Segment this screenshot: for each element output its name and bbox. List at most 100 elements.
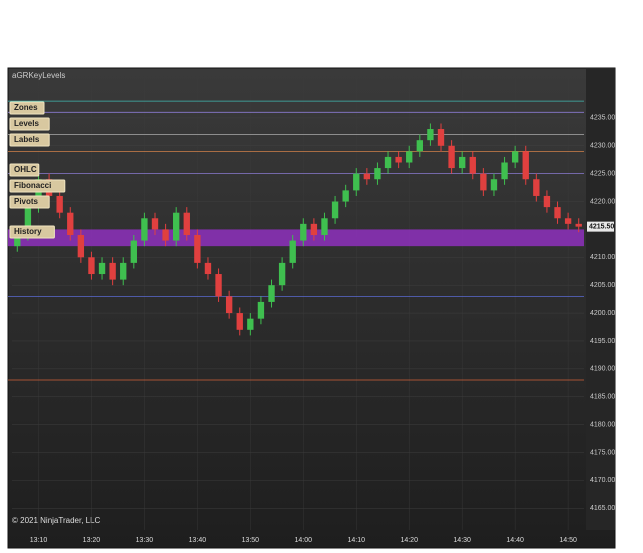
button-face[interactable] — [9, 117, 50, 131]
candle-body — [24, 207, 32, 235]
x-tick-label: 13:20 — [83, 537, 101, 544]
candle-body — [289, 240, 296, 263]
candle-body — [469, 156, 476, 174]
candle-body — [236, 313, 243, 330]
candle-body — [459, 156, 466, 169]
button-label[interactable]: History — [14, 227, 42, 236]
candle-body — [204, 262, 212, 275]
candle-body — [395, 156, 402, 163]
candle-body — [416, 140, 423, 152]
candle-body — [501, 162, 508, 180]
y-tick-label: 4185.00 — [590, 394, 615, 401]
candle-body — [480, 173, 487, 191]
candle-body — [77, 235, 85, 258]
toolbar-button[interactable]: Zones — [9, 101, 45, 115]
button-label[interactable]: Zones — [14, 103, 38, 112]
candle-body — [215, 274, 222, 297]
candle-body — [342, 190, 349, 202]
x-tick-label: 14:50 — [559, 537, 577, 544]
x-tick-label: 13:30 — [136, 537, 154, 544]
button-label[interactable]: Levels — [14, 119, 39, 128]
toolbar-button[interactable]: Pivots — [9, 195, 50, 209]
y-tick-label: 4170.00 — [590, 477, 615, 484]
candle-body — [247, 318, 254, 330]
candle-body — [278, 262, 286, 286]
toolbar-button[interactable]: Labels — [9, 133, 50, 147]
button-label[interactable]: Fibonacci — [14, 181, 51, 190]
candle-body — [14, 235, 21, 247]
y-tick-label: 4195.00 — [590, 338, 615, 345]
candle-body — [88, 257, 95, 275]
candle-body — [130, 240, 137, 263]
y-tick-label: 4190.00 — [590, 366, 615, 373]
y-tick-label: 4235.00 — [590, 115, 615, 122]
y-tick-label: 4210.00 — [590, 254, 615, 261]
candle-body — [575, 223, 582, 227]
panel — [7, 67, 616, 549]
candle-body — [331, 201, 339, 219]
copyright: © 2021 NinjaTrader, LLC — [12, 516, 101, 525]
toolbar-button[interactable]: Levels — [9, 117, 50, 131]
candle-body — [56, 195, 63, 213]
candle-body — [120, 262, 127, 280]
button-label[interactable]: Pivots — [14, 197, 39, 206]
candle-body — [533, 179, 540, 196]
candle-body — [427, 129, 434, 141]
candle-body — [406, 151, 413, 163]
candle-body — [194, 235, 201, 263]
y-tick-label: 4175.00 — [590, 449, 615, 456]
button-face[interactable] — [9, 133, 50, 147]
y-axis-panel — [586, 68, 615, 530]
x-tick-label: 13:40 — [189, 537, 207, 544]
candle-body — [98, 262, 106, 275]
x-tick-label: 14:30 — [453, 537, 471, 544]
x-tick-label: 14:10 — [347, 537, 365, 544]
candle-body — [173, 212, 180, 241]
button-label[interactable]: OHLC — [14, 165, 37, 174]
candle-body — [437, 129, 445, 146]
candle-body — [141, 218, 148, 241]
candle-body — [151, 218, 159, 230]
button-face[interactable] — [9, 101, 45, 115]
y-tick-label: 4165.00 — [590, 505, 615, 512]
y-tick-label: 4225.00 — [590, 170, 615, 177]
x-tick-label: 14:20 — [400, 537, 418, 544]
y-tick-label: 4220.00 — [590, 198, 615, 205]
button-label[interactable]: Labels — [14, 135, 40, 144]
candle-body — [300, 223, 307, 241]
y-tick-label: 4180.00 — [590, 421, 615, 428]
candle-body — [257, 301, 265, 319]
toolbar-button[interactable]: History — [9, 225, 55, 239]
y-tick-label: 4205.00 — [590, 282, 615, 289]
candle-body — [310, 223, 318, 235]
toolbar-button[interactable]: Fibonacci — [9, 179, 66, 193]
toolbar-button[interactable]: OHLC — [9, 163, 40, 177]
candle-body — [35, 179, 42, 208]
x-tick-label: 13:10 — [30, 537, 48, 544]
candle-body — [564, 218, 572, 224]
y-tick-label: 4200.00 — [590, 310, 615, 317]
candle-body — [363, 173, 371, 180]
button-face[interactable] — [9, 195, 50, 209]
x-tick-label: 14:40 — [506, 537, 524, 544]
candle-body — [522, 151, 529, 180]
button-face[interactable] — [9, 179, 66, 193]
last-price-label: 4215.50 — [589, 223, 614, 230]
candle-body — [109, 262, 116, 280]
button-face[interactable] — [9, 163, 40, 177]
candle-body — [448, 145, 455, 169]
candle-body — [490, 179, 498, 191]
candle-body — [321, 218, 328, 235]
candle-body — [511, 151, 519, 163]
candle-body — [374, 168, 381, 180]
candle-body — [384, 156, 392, 169]
candle-body — [268, 285, 275, 302]
candle-body — [162, 229, 169, 241]
candle-body — [543, 195, 551, 208]
candle-body — [554, 207, 561, 219]
candle-body — [67, 212, 74, 235]
button-face[interactable] — [9, 225, 55, 239]
y-tick-label: 4230.00 — [590, 143, 615, 150]
